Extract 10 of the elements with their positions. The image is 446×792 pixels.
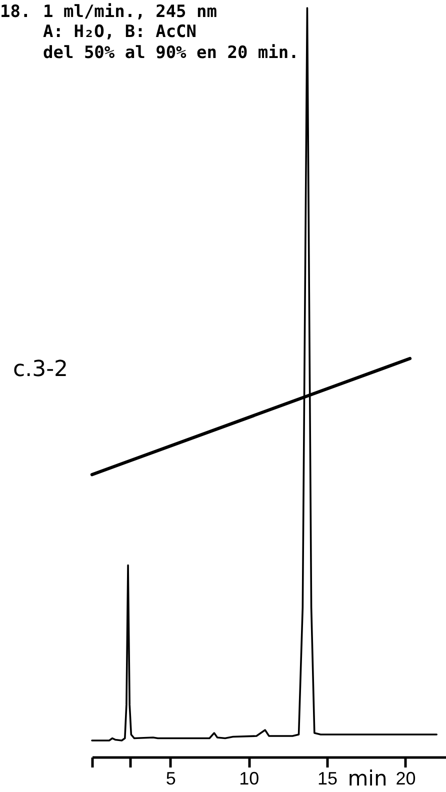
x-tick-label: 15 bbox=[317, 768, 338, 788]
text: 18. bbox=[0, 2, 31, 22]
annotation: 1 ml/min., 245 nm bbox=[43, 2, 217, 22]
x-tick-label: 10 bbox=[239, 768, 260, 788]
annotation: A: H₂O, B: AcCN bbox=[43, 22, 197, 42]
x-tick-label: 20 bbox=[396, 768, 416, 788]
annotation: del 50% al 90% en 20 min. bbox=[43, 43, 299, 63]
x-axis-title: min bbox=[348, 766, 388, 790]
text: c.3-2 bbox=[13, 357, 68, 382]
x-tick-label: 5 bbox=[166, 768, 176, 788]
